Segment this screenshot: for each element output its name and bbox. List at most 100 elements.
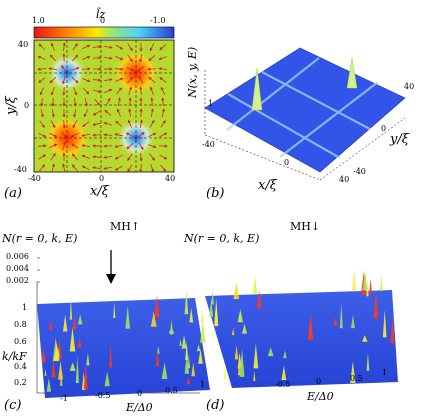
field-arrow [114, 144, 123, 148]
colorbar-tick-mid: 0 [100, 16, 106, 25]
field-arrow [126, 143, 134, 150]
field-arrow [126, 66, 135, 72]
field-arrow [149, 119, 155, 128]
field-arrow [50, 87, 55, 96]
field-arrow [40, 97, 44, 107]
spectral-peak [69, 297, 73, 320]
field-arrow [70, 133, 79, 138]
panel-c-y-tick-3: 0.6 [14, 337, 27, 346]
field-arrow [161, 97, 165, 107]
field-arrow [92, 110, 101, 116]
spectral-peak [62, 314, 68, 332]
field-arrow [159, 154, 168, 160]
spectral-peak [267, 347, 274, 357]
spectral-peak [184, 289, 189, 315]
panel-c-y-tick-2: 0.8 [14, 320, 27, 329]
spectral-peak [253, 343, 259, 369]
field-arrow [62, 42, 66, 52]
field-arrow [158, 56, 167, 61]
field-arrow [82, 55, 91, 60]
field-arrow [114, 67, 124, 71]
field-arrow [117, 97, 121, 107]
panel-a [33, 26, 175, 173]
colorbar [33, 26, 175, 39]
field-arrow [39, 164, 45, 172]
field-arrow [38, 77, 46, 83]
spectral-peak [281, 365, 287, 381]
panel-a-y-tick-mid: 0 [24, 101, 30, 110]
spectral-peak [181, 335, 187, 349]
spectral-peak [239, 349, 245, 377]
field-arrow [116, 87, 123, 95]
field-arrow [71, 164, 78, 172]
panel-d-x-tick-1: -0.5 [275, 380, 291, 389]
panel-c [36, 250, 210, 398]
field-arrow [72, 43, 79, 51]
panel-b-x-label: x/ξ [258, 178, 277, 193]
spectral-peak [366, 352, 370, 371]
field-arrow [103, 122, 112, 126]
spectral-peak [53, 342, 60, 361]
spectral-peak [46, 377, 52, 392]
field-arrow [127, 153, 133, 161]
field-arrow [39, 120, 45, 128]
spectral-peak [369, 278, 373, 294]
field-arrow [62, 163, 66, 172]
field-arrow [115, 44, 124, 50]
spectral-peak [41, 347, 46, 363]
colorbar-title: l̃z [96, 8, 106, 21]
field-arrow [103, 155, 113, 159]
field-arrow [39, 87, 45, 96]
panel-b-y-tick-mid: 0 [381, 124, 387, 133]
field-arrow [50, 120, 56, 129]
field-arrow [114, 133, 123, 137]
field-arrow [139, 152, 143, 162]
spectral-peak [86, 352, 90, 366]
field-arrow [159, 44, 167, 51]
spectral-peak [69, 327, 76, 352]
field-arrow [61, 131, 67, 139]
field-arrow [92, 122, 101, 126]
panel-a-y-tick-bottom: -40 [14, 165, 27, 174]
spectral-peak [283, 350, 287, 359]
spectral-peak [223, 366, 227, 379]
field-arrow [148, 132, 157, 138]
panel-d-x-tick-2: 0 [316, 377, 322, 386]
field-arrow [161, 108, 165, 117]
field-arrow [81, 133, 90, 137]
field-arrow [125, 132, 134, 138]
spectral-features-d [209, 268, 395, 384]
field-arrow [92, 166, 102, 170]
panel-b-y-tick-top: 40 [404, 82, 415, 91]
spectral-peak [196, 344, 201, 352]
field-arrow [92, 133, 102, 137]
panel-a-x-tick-mid: 0 [99, 174, 105, 183]
panel-d-x-tick-3: 0.5 [350, 374, 363, 383]
field-arrow [49, 132, 58, 138]
panel-d-z-label: N(r = 0, k, E) [184, 232, 260, 245]
panel-c-x-tick-2: -0.5 [95, 391, 111, 400]
field-arrow [50, 42, 55, 51]
spectral-peak [307, 313, 314, 340]
spectral-peak [77, 314, 83, 325]
field-arrow [127, 54, 133, 62]
field-arrow [103, 133, 113, 137]
field-arrow [71, 143, 79, 149]
field-arrow [92, 155, 102, 159]
panel-c-title: MH↑ [110, 220, 141, 233]
dos-plane-d [205, 290, 398, 388]
panel-b-y-tick-bottom: -40 [353, 167, 366, 176]
field-arrow [82, 78, 91, 83]
panel-a-tag: (a) [4, 186, 22, 201]
field-arrow [73, 87, 78, 96]
box-edges [204, 70, 406, 181]
field-arrow [49, 143, 58, 148]
field-arrow [103, 45, 113, 49]
field-arrow [81, 154, 90, 159]
field-arrow [128, 108, 132, 118]
spectral-peak [231, 327, 235, 336]
field-arrow [37, 144, 47, 148]
peak-left [251, 67, 263, 111]
field-arrow [51, 108, 55, 118]
field-arrow [92, 78, 102, 82]
